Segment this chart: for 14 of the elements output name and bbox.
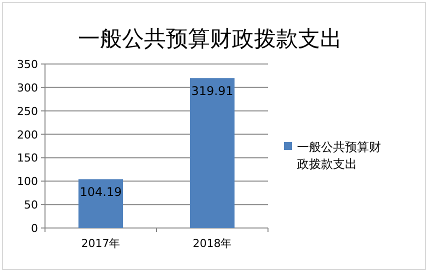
y-tick-label: 200 bbox=[17, 128, 38, 142]
y-tick-label: 250 bbox=[17, 104, 38, 118]
x-tick-label: 2018年 bbox=[192, 237, 232, 250]
legend-label: 一般公共预算财政拨款支出 bbox=[297, 140, 381, 171]
chart-title: 一般公共预算财政拨款支出 bbox=[78, 27, 342, 52]
y-tick-label: 0 bbox=[31, 222, 38, 235]
y-tick-label: 50 bbox=[24, 198, 38, 212]
y-tick-label: 100 bbox=[17, 175, 38, 188]
x-tick-label: 2017年 bbox=[81, 237, 120, 250]
y-tick-label: 300 bbox=[17, 81, 38, 94]
y-tick-label: 350 bbox=[17, 58, 38, 71]
data-label: 319.91 bbox=[191, 84, 234, 98]
y-tick-label: 150 bbox=[17, 152, 38, 165]
data-label: 104.19 bbox=[80, 185, 122, 200]
